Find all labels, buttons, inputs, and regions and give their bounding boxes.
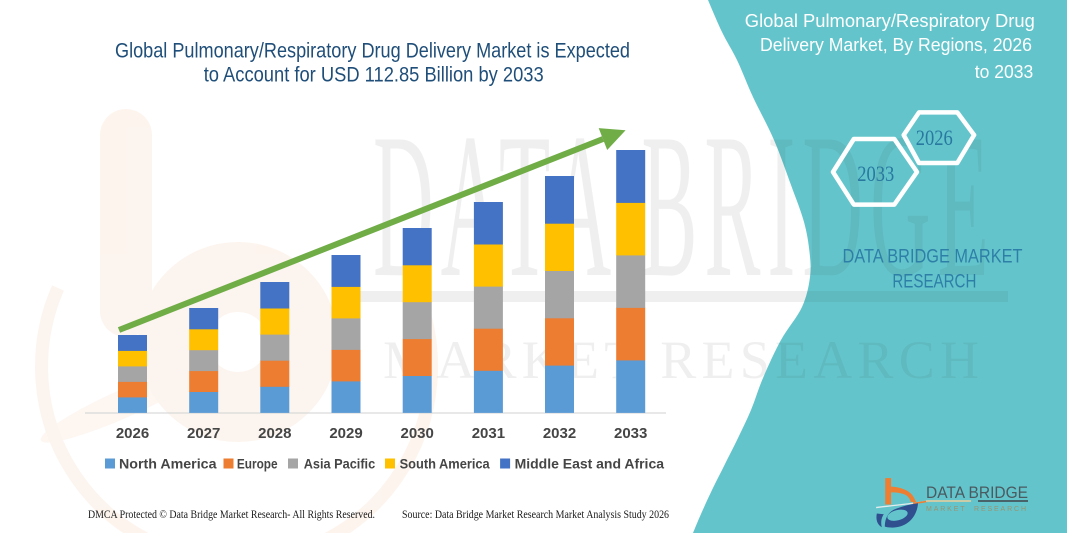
svg-text:2026: 2026 [916,125,953,150]
svg-text:DATA BRIDGE: DATA BRIDGE [926,484,1028,502]
svg-text:to 2033: to 2033 [975,61,1033,82]
svg-text:MARKET RESEARCH: MARKET RESEARCH [383,330,979,390]
svg-text:Delivery Market, By Regions, 2: Delivery Market, By Regions, 2026 [760,34,1032,55]
svg-text:2027: 2027 [187,425,220,442]
svg-text:Global Pulmonary/Respiratory D: Global Pulmonary/Respiratory Drug [745,10,1035,31]
svg-text:2033: 2033 [614,425,647,442]
svg-text:2029: 2029 [329,425,362,442]
svg-text:to Account for USD 112.85 Bill: to Account for USD 112.85 Billion by 203… [204,63,544,87]
svg-text:DATA BRIDGE MARKET: DATA BRIDGE MARKET [843,247,1023,268]
svg-text:2028: 2028 [258,425,291,442]
svg-text:2030: 2030 [401,425,434,442]
svg-text:North America: North America [119,456,217,472]
svg-text:2033: 2033 [857,161,894,186]
svg-text:South America: South America [400,456,490,472]
svg-text:2032: 2032 [543,425,576,442]
svg-text:Source: Data Bridge Market Res: Source: Data Bridge Market Research Mark… [402,509,669,521]
svg-text:2026: 2026 [116,425,149,442]
svg-text:Europe: Europe [237,456,278,472]
svg-text:RESEARCH: RESEARCH [892,272,976,293]
svg-text:2031: 2031 [472,425,505,442]
svg-text:MARKET RESEARCH: MARKET RESEARCH [926,506,1026,513]
svg-text:Global Pulmonary/Respiratory D: Global Pulmonary/Respiratory Drug Delive… [115,39,630,63]
svg-text:Middle East and Africa: Middle East and Africa [515,456,665,472]
svg-text:Asia Pacific: Asia Pacific [304,456,376,472]
svg-text:DMCA Protected © Data Bridge M: DMCA Protected © Data Bridge Market Rese… [88,509,375,521]
